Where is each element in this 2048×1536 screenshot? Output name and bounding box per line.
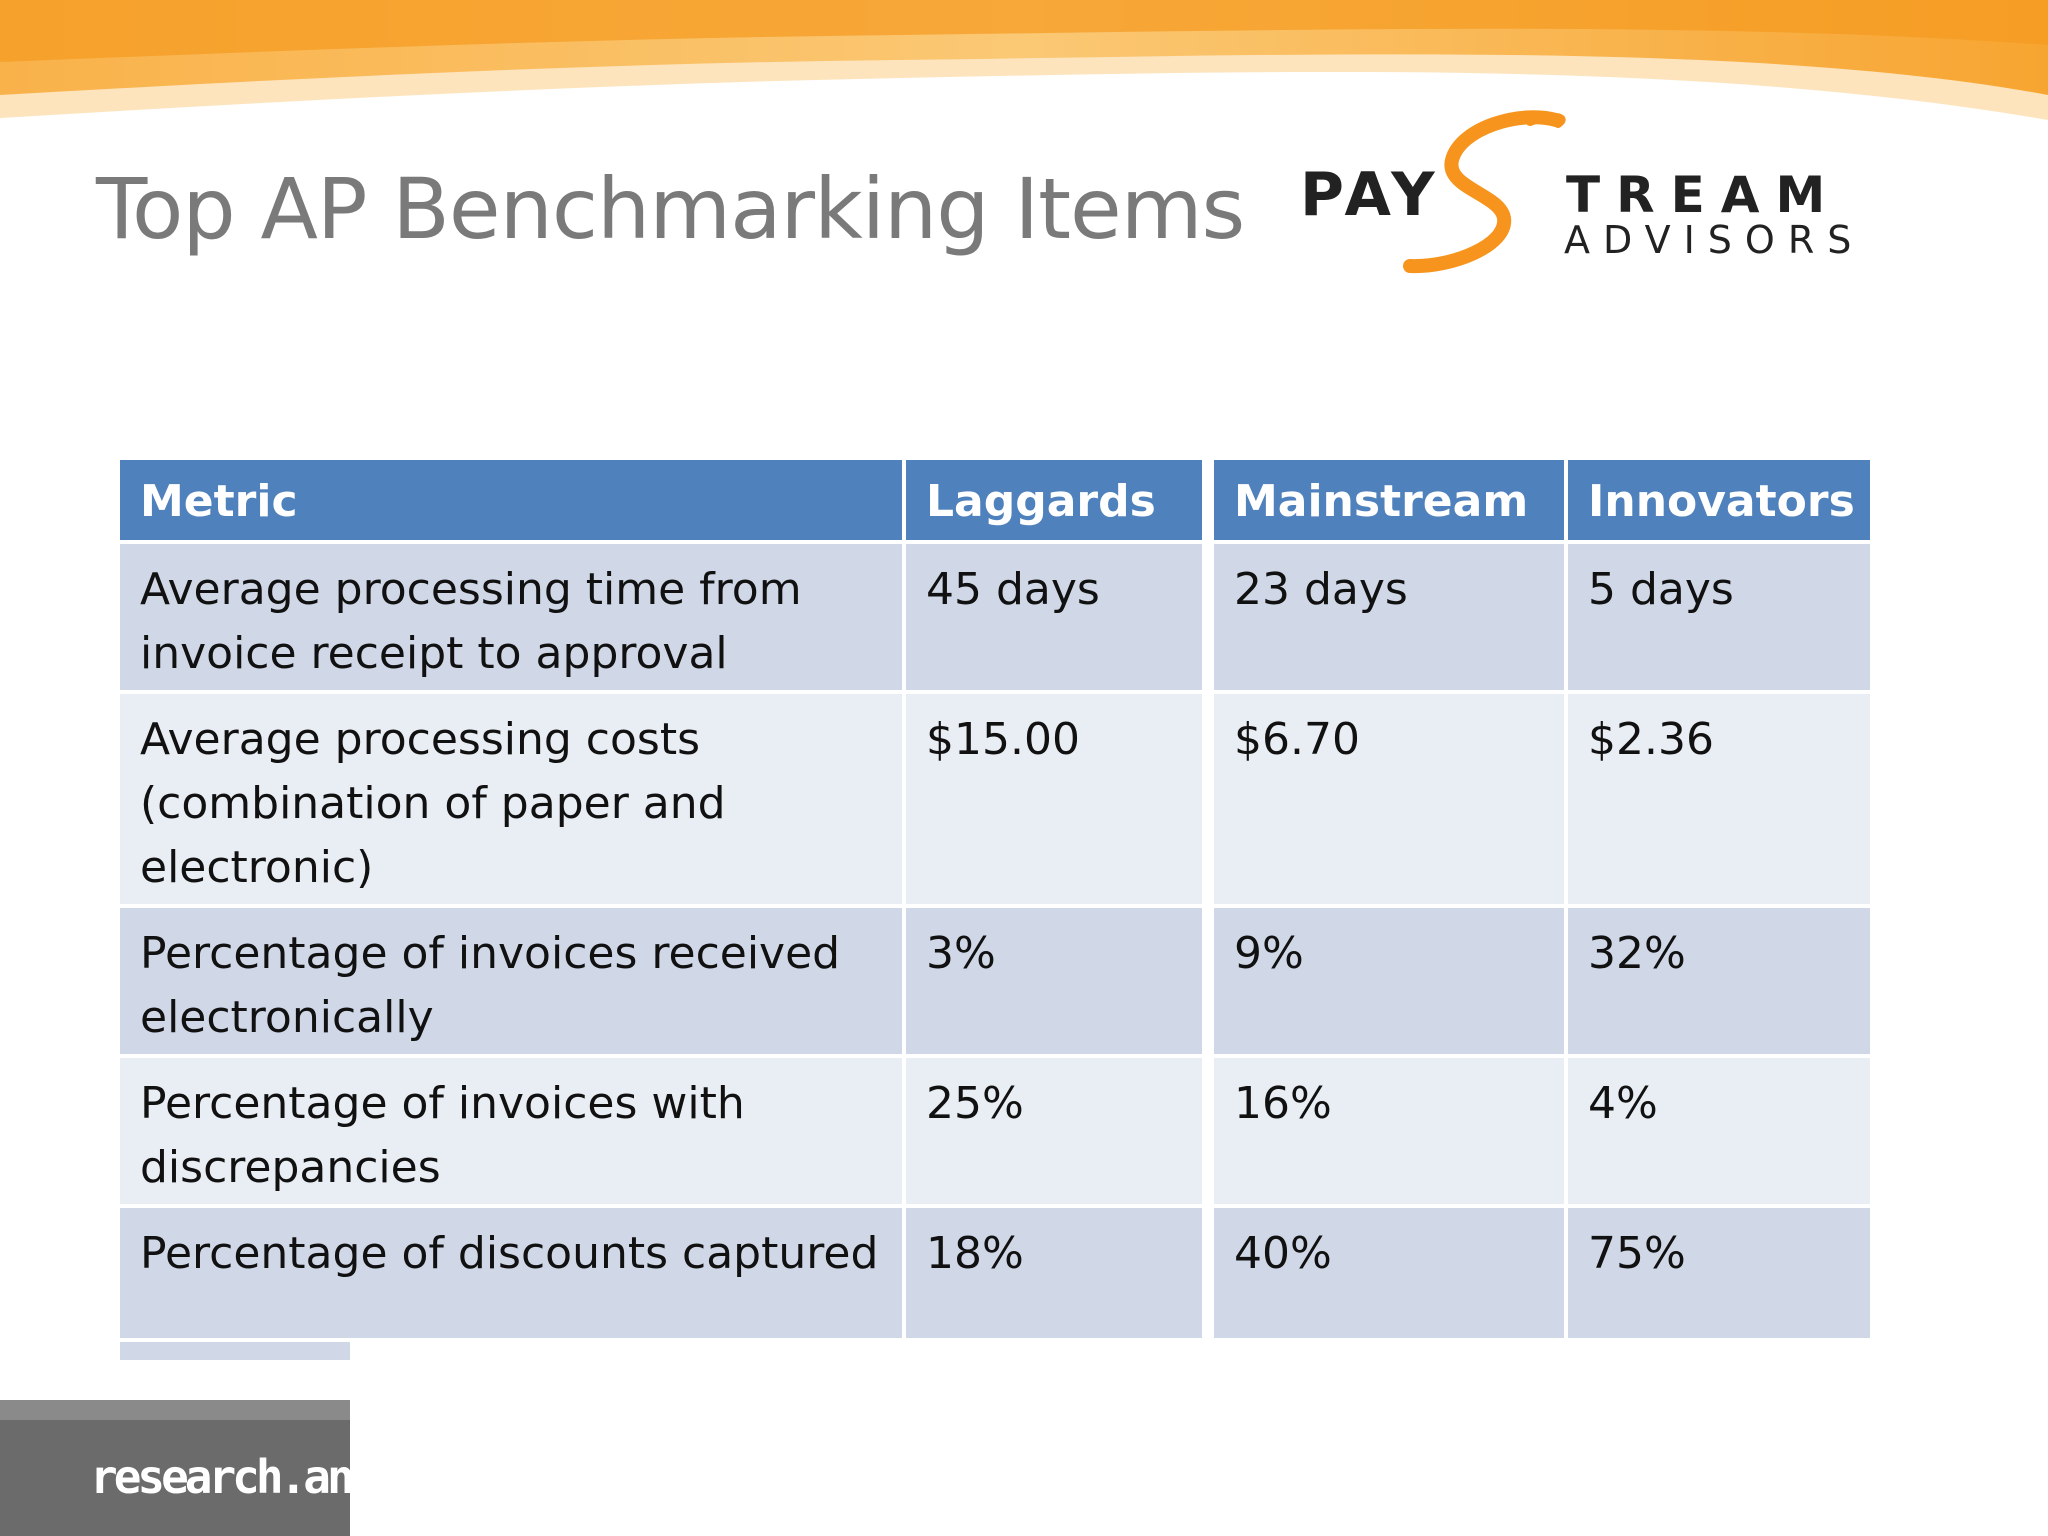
laggards-cell: 25% [906,1058,1202,1204]
innovators-cell: 5 days [1568,544,1870,690]
header-innovators: Innovators [1568,460,1870,540]
mainstream-cell: 40% [1214,1208,1564,1338]
header-mainstream: Mainstream [1214,460,1564,540]
logo-pay-text: PAY [1300,160,1441,230]
mainstream-cell: 16% [1214,1058,1564,1204]
innovators-cell: 32% [1568,908,1870,1054]
metric-cell: Percentage of invoices received electron… [120,908,902,1054]
benchmark-table: Metric Laggards Mainstream Innovators Av… [120,460,1870,1342]
innovators-cell: 4% [1568,1058,1870,1204]
table-row: Average processing time from invoice rec… [120,544,1870,690]
table-header-row: Metric Laggards Mainstream Innovators [120,460,1870,540]
header-metric: Metric [120,460,902,540]
footer-divider [0,1400,350,1420]
logo-s-swoosh-icon [1403,110,1566,274]
logo-advisors-text: ADVISORS [1564,218,1865,262]
footer-bar: research.ana [0,1420,350,1536]
mainstream-cell: $6.70 [1214,694,1564,904]
logo-tream-text: TREAM [1566,166,1842,224]
laggards-cell: 45 days [906,544,1202,690]
footer-url-text: research.ana [90,1450,350,1504]
paystream-logo: PAY TREAM ADVISORS [1290,108,1860,278]
header-laggards: Laggards [906,460,1202,540]
header-swoosh-graphic [0,0,2048,120]
laggards-cell: 3% [906,908,1202,1054]
innovators-cell: 75% [1568,1208,1870,1338]
laggards-cell: $15.00 [906,694,1202,904]
mainstream-cell: 9% [1214,908,1564,1054]
table-tail-fill [120,1342,350,1360]
metric-cell: Percentage of invoices with discrepancie… [120,1058,902,1204]
laggards-cell: 18% [906,1208,1202,1338]
table-row: Percentage of invoices with discrepancie… [120,1058,1870,1204]
metric-cell: Average processing costs (combination of… [120,694,902,904]
table-row: Average processing costs (combination of… [120,694,1870,904]
table-row: Percentage of invoices received electron… [120,908,1870,1054]
metric-cell: Percentage of discounts captured [120,1208,902,1338]
innovators-cell: $2.36 [1568,694,1870,904]
slide-title: Top AP Benchmarking Items [96,160,1245,258]
table-row: Percentage of discounts captured 18% 40%… [120,1208,1870,1338]
metric-cell: Average processing time from invoice rec… [120,544,902,690]
mainstream-cell: 23 days [1214,544,1564,690]
